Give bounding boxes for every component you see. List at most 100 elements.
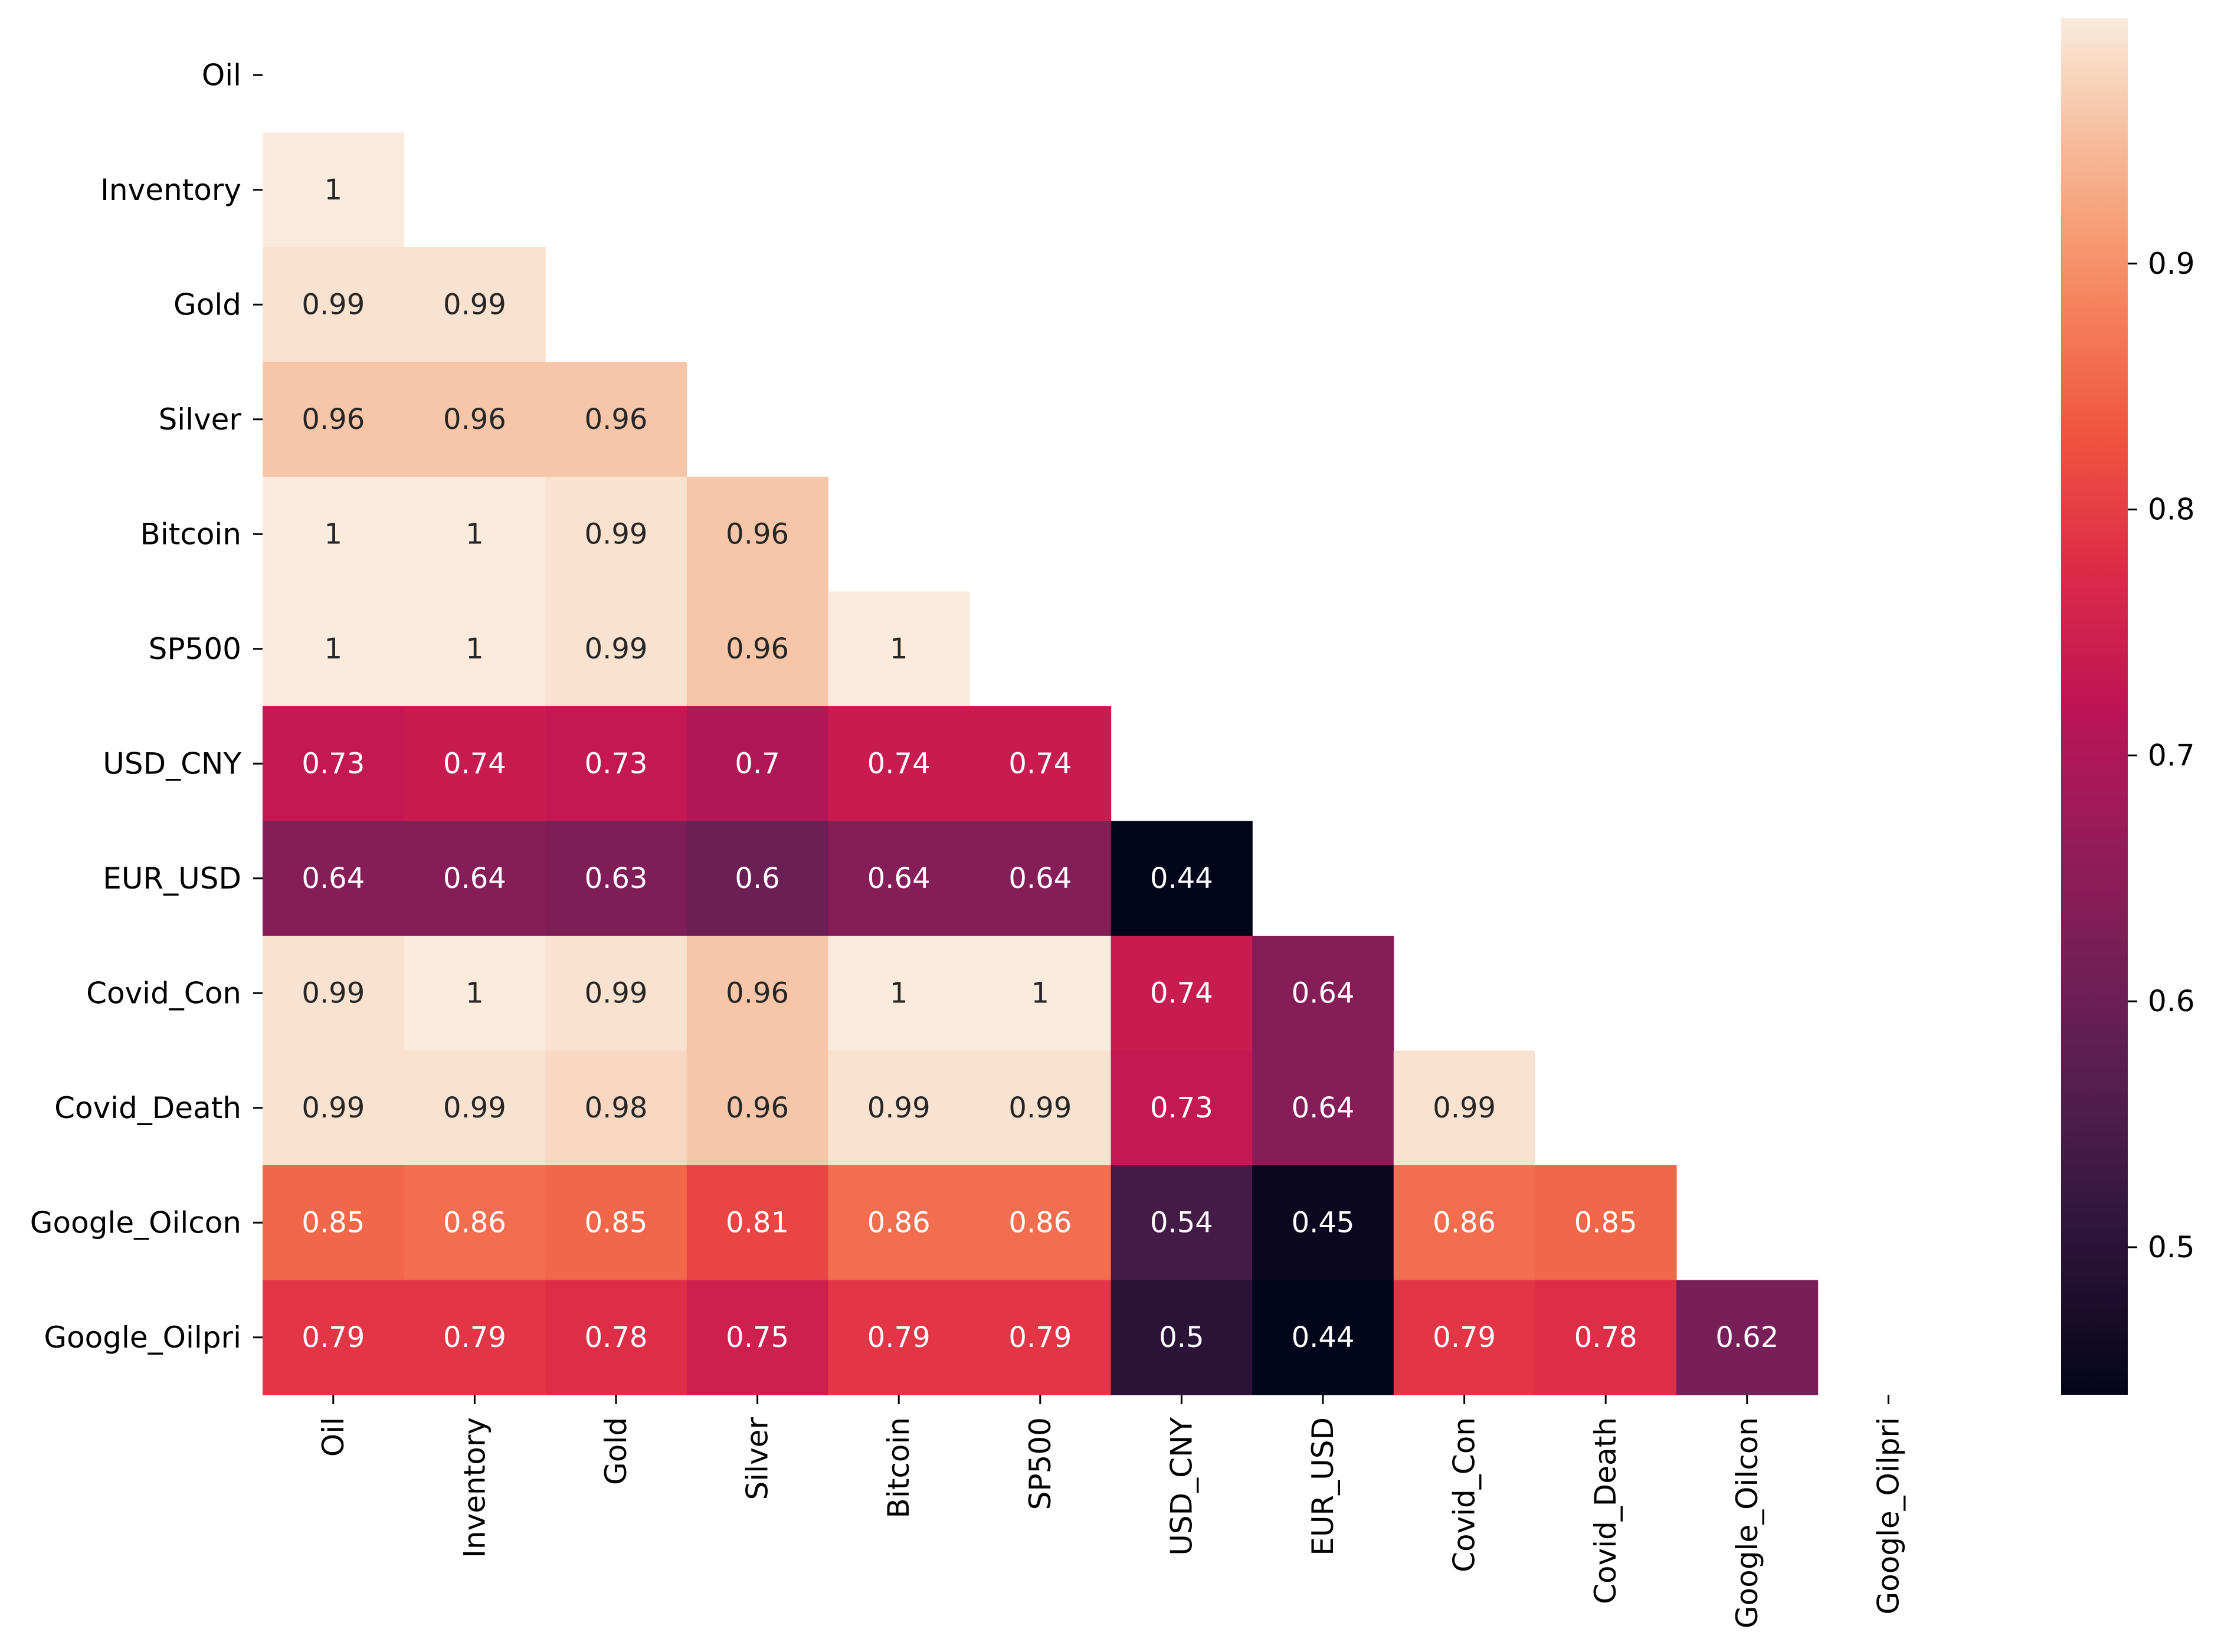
y-tick-label-inventory: Inventory — [100, 173, 241, 207]
heatmap-cell-google-oilcon-silver — [686, 1165, 828, 1281]
heatmap-cell-covid-death-bitcoin — [828, 1050, 970, 1166]
cell-value-label: 0.81 — [726, 1206, 789, 1239]
x-tick-label-bitcoin: Bitcoin — [882, 1417, 916, 1518]
cell-value-label: 0.5 — [1159, 1321, 1204, 1354]
colorbar-tick-label: 0.9 — [2148, 247, 2195, 281]
cell-value-label: 0.74 — [1008, 747, 1072, 780]
cell-value-label: 0.54 — [1150, 1206, 1213, 1239]
heatmap-cell-bitcoin-inventory — [404, 477, 546, 592]
x-tick-label-silver: Silver — [741, 1417, 775, 1500]
y-tick-label-google-oilpri: Google_Oilpri — [44, 1320, 241, 1355]
cell-value-label: 0.64 — [1292, 1092, 1355, 1125]
heatmap-cell-google-oilpri-usd-cny — [1110, 1280, 1253, 1395]
cell-value-label: 0.73 — [1150, 1092, 1213, 1125]
cell-value-label: 0.74 — [1150, 976, 1213, 1009]
cell-value-label: 0.99 — [443, 1092, 506, 1125]
cell-value-label: 0.64 — [1292, 976, 1355, 1009]
heatmap-cell-sp500-oil — [263, 591, 405, 707]
cell-value-label: 0.99 — [443, 288, 506, 321]
heatmap-cell-inventory-oil — [263, 132, 405, 248]
heatmap-cell-google-oilcon-covid-con — [1393, 1165, 1535, 1281]
heatmap-cell-usd-cny-sp500 — [969, 706, 1112, 822]
y-tick-label-google-oilcon: Google_Oilcon — [30, 1205, 241, 1240]
heatmap-cell-eur-usd-usd-cny — [1110, 821, 1253, 936]
cell-value-label: 0.79 — [867, 1321, 931, 1354]
heatmap-cell-eur-usd-sp500 — [969, 821, 1112, 936]
x-tick-label-covid-death: Covid_Death — [1588, 1417, 1623, 1604]
heatmap-cell-covid-con-silver — [686, 936, 828, 1051]
heatmap-cell-covid-con-inventory — [404, 936, 546, 1051]
heatmap-cell-google-oilpri-google-oilcon — [1676, 1280, 1819, 1395]
cell-value-label: 0.6 — [735, 862, 779, 895]
heatmap-cell-usd-cny-gold — [545, 706, 687, 822]
heatmap-cell-covid-death-eur-usd — [1252, 1050, 1394, 1166]
heatmap-cell-covid-death-gold — [545, 1050, 687, 1166]
cell-value-label: 0.96 — [726, 976, 789, 1009]
y-tick-label-covid-con: Covid_Con — [86, 976, 241, 1010]
heatmap-cell-covid-death-inventory — [404, 1050, 546, 1166]
cell-value-label: 0.44 — [1292, 1321, 1355, 1354]
cell-value-label: 1 — [466, 976, 484, 1009]
heatmap-cell-covid-death-covid-con — [1393, 1050, 1535, 1166]
heatmap-cell-eur-usd-silver — [686, 821, 828, 936]
cell-value-label: 0.99 — [585, 976, 648, 1009]
cell-value-label: 0.64 — [1008, 862, 1072, 895]
y-tick-label-eur-usd: EUR_USD — [103, 861, 241, 896]
heatmap-cell-bitcoin-gold — [545, 477, 687, 592]
heatmap-cell-usd-cny-oil — [263, 706, 405, 822]
cell-value-label: 1 — [325, 632, 343, 666]
heatmap-cell-silver-inventory — [404, 362, 546, 477]
heatmap-cell-covid-con-usd-cny — [1110, 936, 1253, 1051]
heatmap-cell-google-oilpri-covid-death — [1535, 1280, 1677, 1395]
heatmap-cell-sp500-gold — [545, 591, 687, 707]
heatmap-cell-usd-cny-silver — [686, 706, 828, 822]
x-tick-label-covid-con: Covid_Con — [1447, 1417, 1482, 1572]
heatmap-cell-google-oilpri-inventory — [404, 1280, 546, 1395]
cell-value-label: 0.98 — [585, 1092, 648, 1125]
cell-value-label: 1 — [466, 517, 484, 550]
heatmap-cell-google-oilcon-eur-usd — [1252, 1165, 1394, 1281]
heatmap-cell-usd-cny-bitcoin — [828, 706, 970, 822]
x-tick-label-sp500: SP500 — [1023, 1417, 1057, 1510]
heatmap-cell-covid-death-usd-cny — [1110, 1050, 1253, 1166]
heatmap-cells: 1 0.99 0.99 0.96 0.96 0.96 1 1 0.99 0.96 1 1 0.99 0.9… — [263, 132, 1819, 1395]
heatmap-cell-gold-inventory — [404, 247, 546, 363]
x-tick-label-google-oilpri: Google_Oilpri — [1871, 1417, 1905, 1615]
heatmap-cell-eur-usd-oil — [263, 821, 405, 936]
heatmap-cell-google-oilpri-silver — [686, 1280, 828, 1395]
cell-value-label: 0.7 — [735, 747, 779, 780]
cell-value-label: 0.63 — [585, 862, 648, 895]
cell-value-label: 0.96 — [726, 517, 789, 550]
cell-value-label: 0.73 — [302, 747, 365, 780]
cell-value-label: 1 — [1031, 976, 1050, 1009]
y-tick-label-sp500: SP500 — [149, 632, 241, 666]
y-tick-label-silver: Silver — [159, 402, 242, 437]
cell-value-label: 0.79 — [302, 1321, 365, 1354]
cell-value-label: 0.96 — [585, 403, 648, 436]
cell-value-label: 1 — [325, 173, 343, 206]
y-tick-label-usd-cny: USD_CNY — [103, 746, 241, 781]
cell-value-label: 1 — [325, 517, 343, 550]
colorbar: 0.5 0.6 0.7 0.8 0.9 — [2061, 18, 2195, 1395]
cell-value-label: 0.74 — [867, 747, 931, 780]
cell-value-label: 0.62 — [1715, 1321, 1778, 1354]
y-tick-label-covid-death: Covid_Death — [54, 1091, 241, 1125]
cell-value-label: 0.45 — [1292, 1206, 1355, 1239]
heatmap-cell-google-oilpri-gold — [545, 1280, 687, 1395]
cell-value-label: 0.85 — [1574, 1206, 1637, 1239]
heatmap-cell-google-oilpri-oil — [263, 1280, 405, 1395]
heatmap-cell-bitcoin-silver — [686, 477, 828, 592]
heatmap-cell-eur-usd-gold — [545, 821, 687, 936]
cell-value-label: 0.99 — [585, 632, 648, 666]
cell-value-label: 0.99 — [867, 1092, 931, 1125]
cell-value-label: 0.86 — [1433, 1206, 1496, 1239]
x-axis-tick-labels: Oil Inventory Gold Silver Bitcoin SP500 USD_CN… — [316, 1395, 1905, 1628]
cell-value-label: 0.73 — [585, 747, 648, 780]
heatmap-cell-covid-death-silver — [686, 1050, 828, 1166]
cell-value-label: 0.99 — [1008, 1092, 1072, 1125]
colorbar-gradient — [2061, 18, 2128, 1395]
heatmap-cell-covid-death-oil — [263, 1050, 405, 1166]
cell-value-label: 1 — [466, 632, 484, 666]
heatmap-cell-google-oilcon-bitcoin — [828, 1165, 970, 1281]
